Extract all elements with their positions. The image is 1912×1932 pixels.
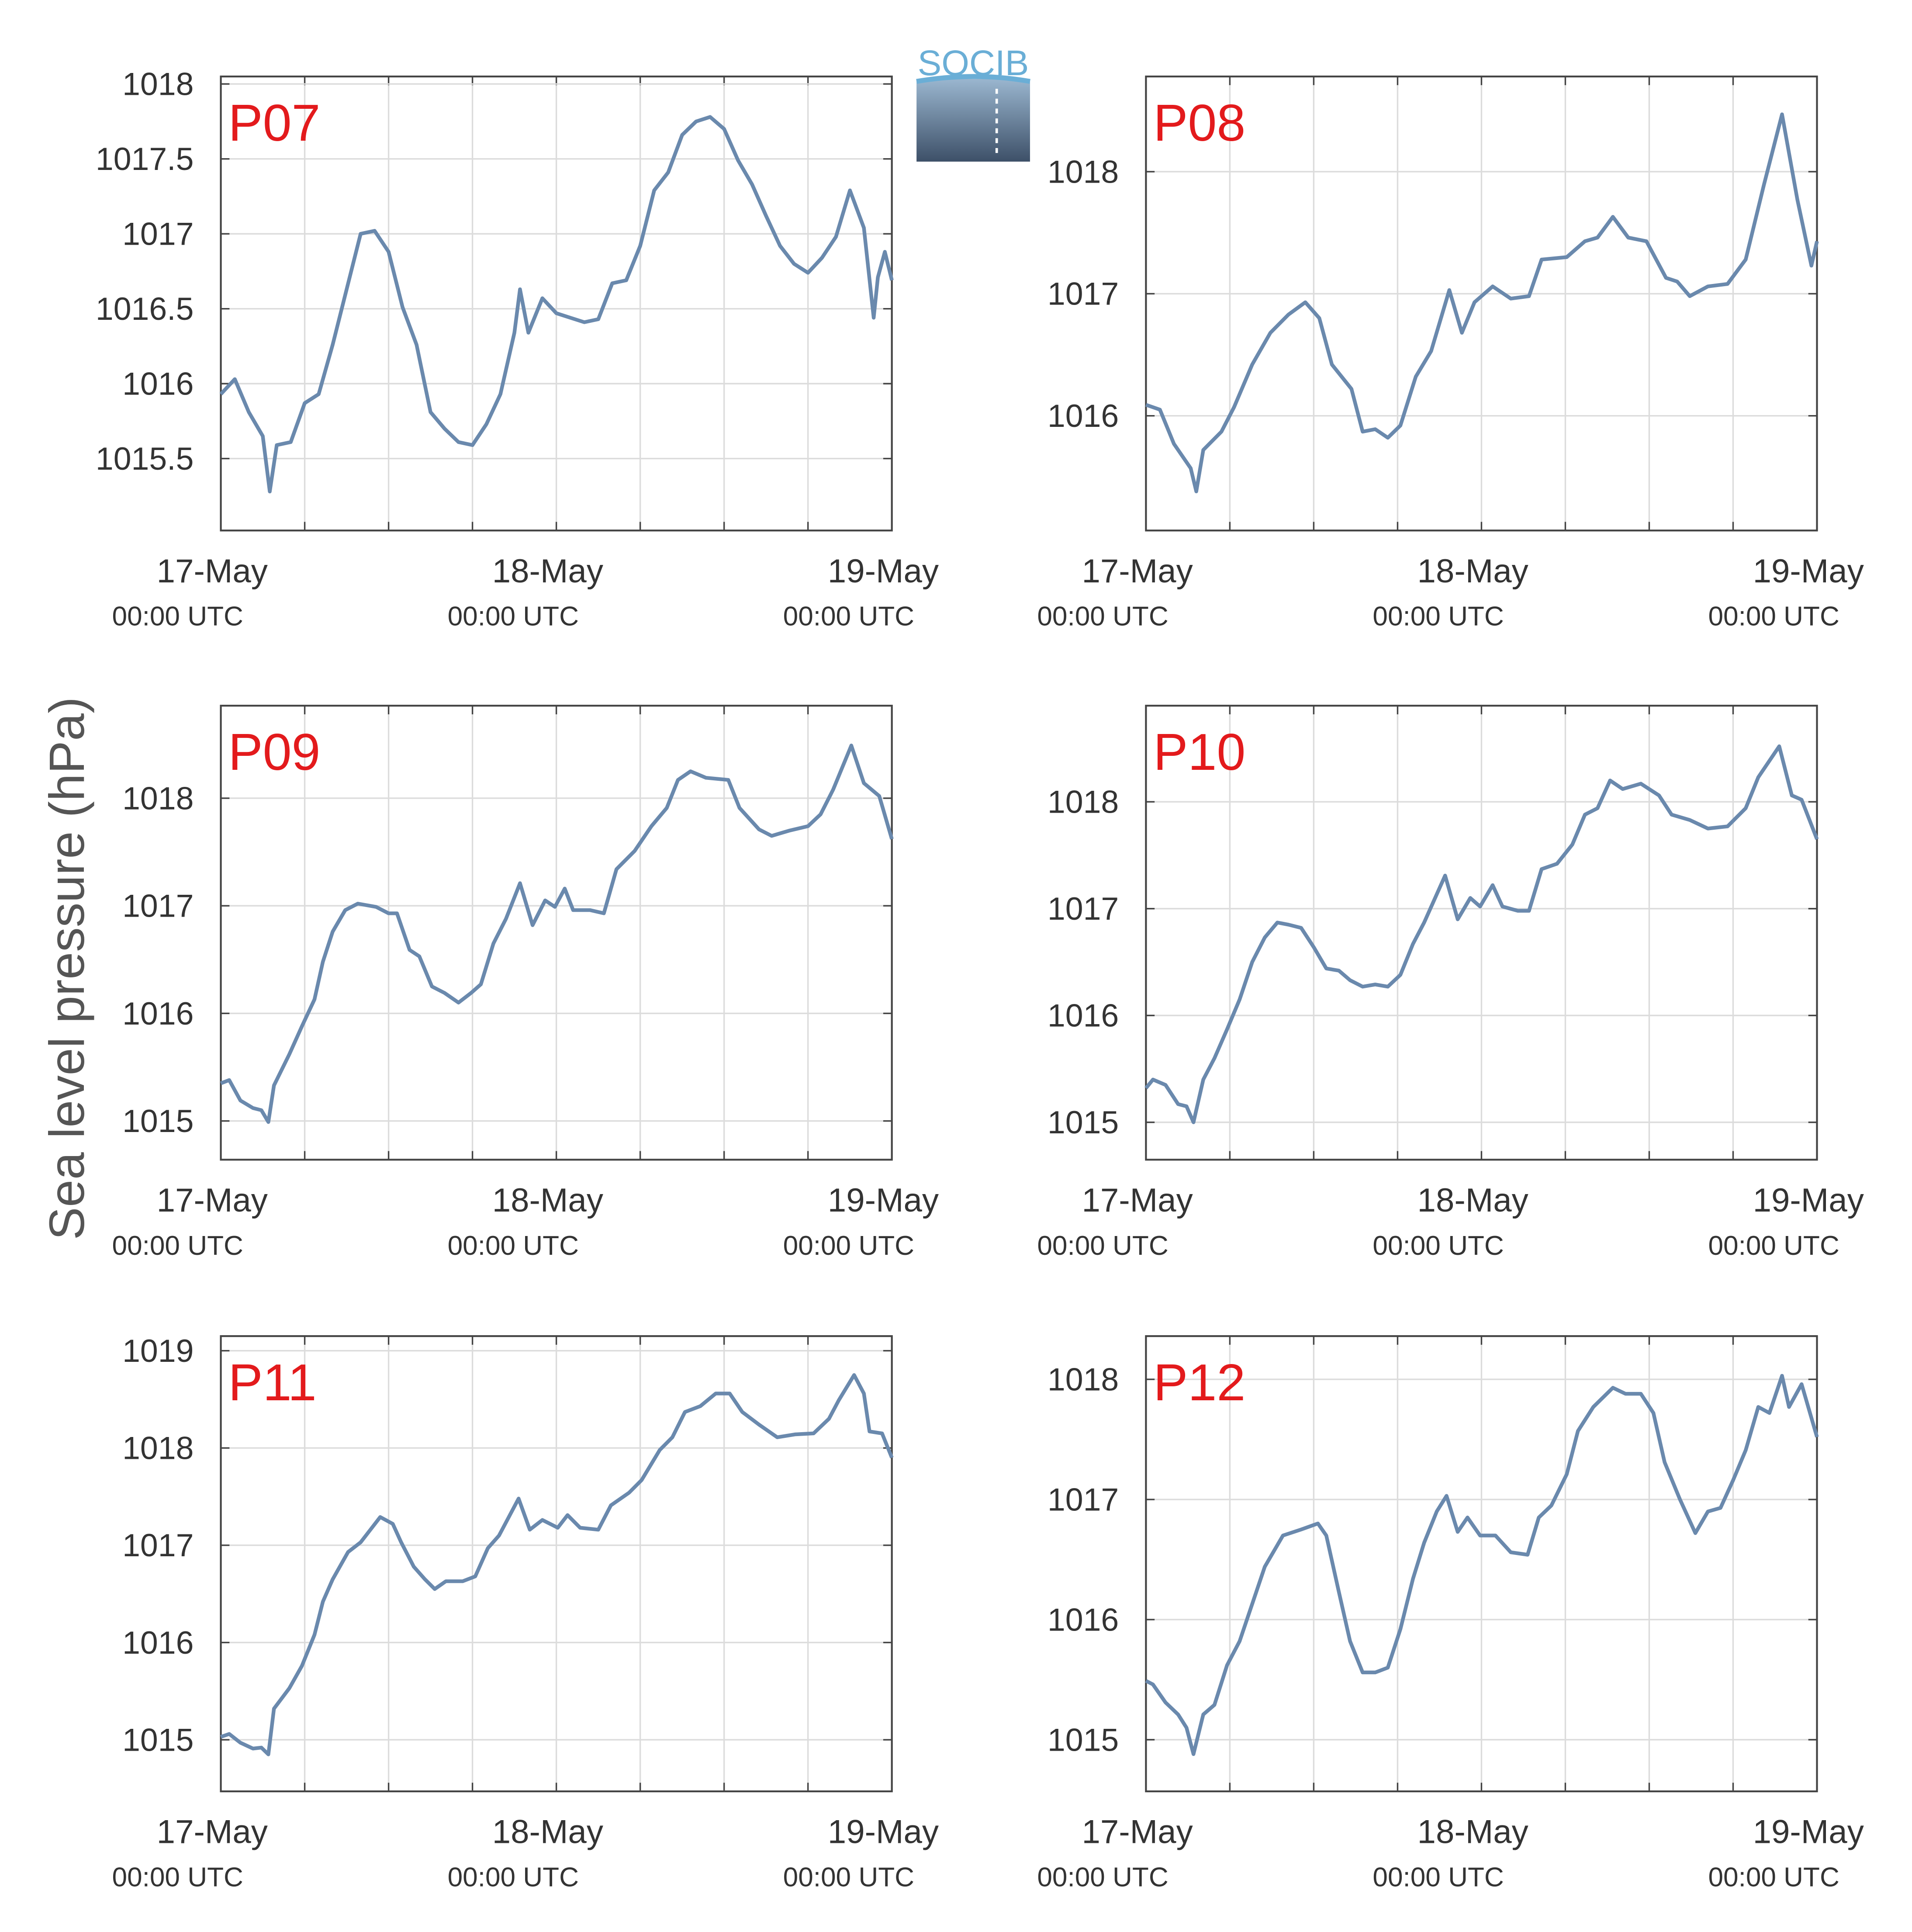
x-tick-label: 17-May — [157, 1182, 268, 1219]
x-tick-label: 18-May — [1418, 1814, 1528, 1851]
x-tick-sublabel: 00:00 UTC — [783, 1863, 914, 1893]
plot-frame — [220, 75, 893, 532]
x-tick-sublabel: 00:00 UTC — [112, 1231, 243, 1261]
panel-title: P10 — [1153, 724, 1245, 781]
y-tick-label: 1016 — [1048, 998, 1119, 1034]
x-tick-label: 17-May — [157, 553, 268, 590]
plot-frame — [220, 1335, 893, 1793]
plot-frame — [1145, 705, 1818, 1161]
pressure-line — [219, 115, 894, 494]
y-tick-label: 1018 — [1048, 784, 1119, 820]
x-tick-sublabel: 00:00 UTC — [112, 1863, 243, 1893]
x-tick-sublabel: 00:00 UTC — [1708, 602, 1839, 632]
x-tick-sublabel: 00:00 UTC — [1373, 1231, 1504, 1261]
panel: 17-May 00:00 UTC 18-May 00:00 UTC 19-May 00:0… — [112, 705, 939, 1261]
y-tick-label: 1015 — [122, 1103, 194, 1139]
x-tick-sublabel: 00:00 UTC — [783, 602, 914, 632]
pressure-line — [1145, 112, 1819, 494]
panel: 17-May 00:00 UTC 18-May 00:00 UTC 19-May 00:0… — [96, 66, 939, 632]
y-tick-label: 1015 — [1048, 1722, 1119, 1758]
y-tick-label: 1016 — [1048, 398, 1119, 434]
x-tick-label: 18-May — [1418, 553, 1528, 590]
y-tick-label: 1017 — [1048, 276, 1119, 312]
pressure-line — [220, 1373, 894, 1756]
panel-title: P11 — [228, 1354, 316, 1412]
panel-title: P09 — [228, 724, 320, 781]
x-tick-sublabel: 00:00 UTC — [1037, 1863, 1168, 1893]
x-tick-sublabel: 00:00 UTC — [448, 1863, 579, 1893]
x-tick-label: 18-May — [1418, 1182, 1528, 1219]
y-tick-label: 1016 — [122, 1625, 194, 1661]
y-tick-label: 1018 — [122, 780, 194, 816]
y-tick-label: 1017 — [1048, 891, 1119, 927]
y-tick-label: 1018 — [122, 1430, 194, 1466]
y-axis-label: Sea level pressure (hPa) — [39, 697, 94, 1240]
y-tick-label: 1016 — [1048, 1602, 1119, 1638]
y-tick-label: 1018 — [1048, 1362, 1119, 1398]
x-tick-sublabel: 00:00 UTC — [448, 1231, 579, 1261]
y-tick-label: 1017 — [1048, 1482, 1119, 1517]
pressure-line — [1144, 744, 1819, 1124]
x-tick-sublabel: 00:00 UTC — [783, 1231, 914, 1261]
x-tick-sublabel: 00:00 UTC — [1708, 1231, 1839, 1261]
x-tick-label: 19-May — [1753, 1814, 1864, 1851]
x-tick-label: 17-May — [1082, 1814, 1193, 1851]
pressure-line — [1145, 1374, 1819, 1756]
panel: 17-May 00:00 UTC 18-May 00:00 UTC 19-May 00:0… — [1037, 75, 1864, 632]
x-tick-label: 18-May — [492, 553, 603, 590]
plot-frame — [1145, 75, 1818, 532]
y-tick-label: 1016 — [122, 996, 194, 1032]
y-tick-label: 1017 — [122, 216, 194, 252]
logo-block — [916, 79, 1030, 162]
panel: 17-May 00:00 UTC 18-May 00:00 UTC 19-May 00:0… — [1037, 705, 1864, 1261]
x-tick-label: 18-May — [492, 1182, 603, 1219]
x-tick-sublabel: 00:00 UTC — [1708, 1863, 1839, 1893]
y-tick-label: 1015 — [1048, 1104, 1119, 1140]
panel-title: P08 — [1153, 94, 1245, 152]
panel: 17-May 00:00 UTC 18-May 00:00 UTC 19-May 00:0… — [1037, 1335, 1864, 1893]
y-tick-label: 1016.5 — [96, 291, 194, 327]
x-tick-sublabel: 00:00 UTC — [1373, 602, 1504, 632]
x-tick-sublabel: 00:00 UTC — [1037, 602, 1168, 632]
x-tick-sublabel: 00:00 UTC — [1373, 1863, 1504, 1893]
x-tick-label: 19-May — [828, 1182, 939, 1219]
pressure-line — [220, 744, 894, 1124]
y-tick-label: 1015.5 — [96, 441, 194, 477]
panel: 17-May 00:00 UTC 18-May 00:00 UTC 19-May 00:0… — [112, 1333, 939, 1893]
y-tick-label: 1019 — [122, 1333, 194, 1369]
x-tick-label: 17-May — [157, 1814, 268, 1851]
y-tick-label: 1018 — [122, 66, 194, 102]
plot-frame — [1145, 1335, 1818, 1793]
panel-title: P07 — [228, 94, 320, 152]
x-tick-label: 17-May — [1082, 553, 1193, 590]
x-tick-label: 19-May — [1753, 553, 1864, 590]
plot-frame — [220, 705, 893, 1161]
logo-text: SOCIB — [918, 43, 1029, 83]
logo: SOCIB — [916, 43, 1030, 162]
x-tick-sublabel: 00:00 UTC — [112, 602, 243, 632]
x-tick-label: 18-May — [492, 1814, 603, 1851]
x-tick-sublabel: 00:00 UTC — [448, 602, 579, 632]
x-tick-label: 19-May — [1753, 1182, 1864, 1219]
y-tick-label: 1015 — [122, 1722, 194, 1758]
x-tick-label: 19-May — [828, 1814, 939, 1851]
y-tick-label: 1017 — [122, 888, 194, 924]
x-tick-label: 17-May — [1082, 1182, 1193, 1219]
logo-wave — [916, 74, 1030, 84]
panel-title: P12 — [1153, 1354, 1245, 1412]
y-tick-label: 1016 — [122, 366, 194, 402]
y-tick-label: 1017 — [122, 1527, 194, 1563]
y-tick-label: 1018 — [1048, 154, 1119, 190]
y-tick-label: 1017.5 — [96, 141, 194, 177]
x-tick-label: 19-May — [828, 553, 939, 590]
x-tick-sublabel: 00:00 UTC — [1037, 1231, 1168, 1261]
